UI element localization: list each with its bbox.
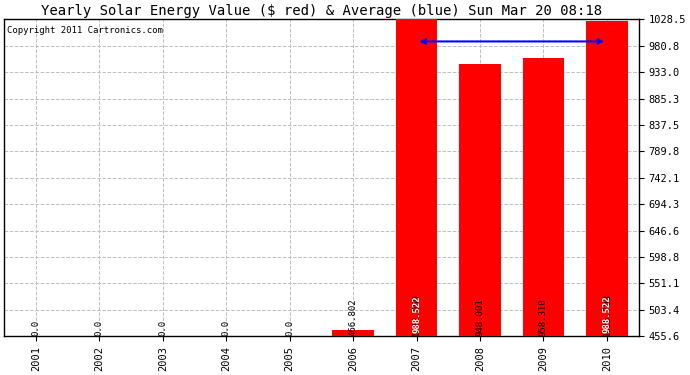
Bar [523,58,564,336]
Bar [333,330,374,336]
Text: 0.0: 0.0 [158,320,167,336]
Bar [460,64,501,336]
Text: Copyright 2011 Cartronics.com: Copyright 2011 Cartronics.com [8,26,164,34]
Text: 1025.708: 1025.708 [602,292,611,336]
Text: 0.0: 0.0 [221,320,230,336]
Text: 988.522: 988.522 [412,296,421,333]
Bar [396,17,437,336]
Text: 0.0: 0.0 [95,320,103,336]
Text: 958.310: 958.310 [539,298,548,336]
Text: 948.001: 948.001 [475,298,484,336]
Text: 0.0: 0.0 [31,320,41,336]
Text: 1032.069: 1032.069 [412,292,421,336]
Text: 466.802: 466.802 [348,298,357,336]
Text: 988.522: 988.522 [602,296,611,333]
Title: Yearly Solar Energy Value ($ red) & Average (blue) Sun Mar 20 08:18: Yearly Solar Energy Value ($ red) & Aver… [41,4,602,18]
Bar [586,21,627,336]
Text: 0.0: 0.0 [285,320,294,336]
